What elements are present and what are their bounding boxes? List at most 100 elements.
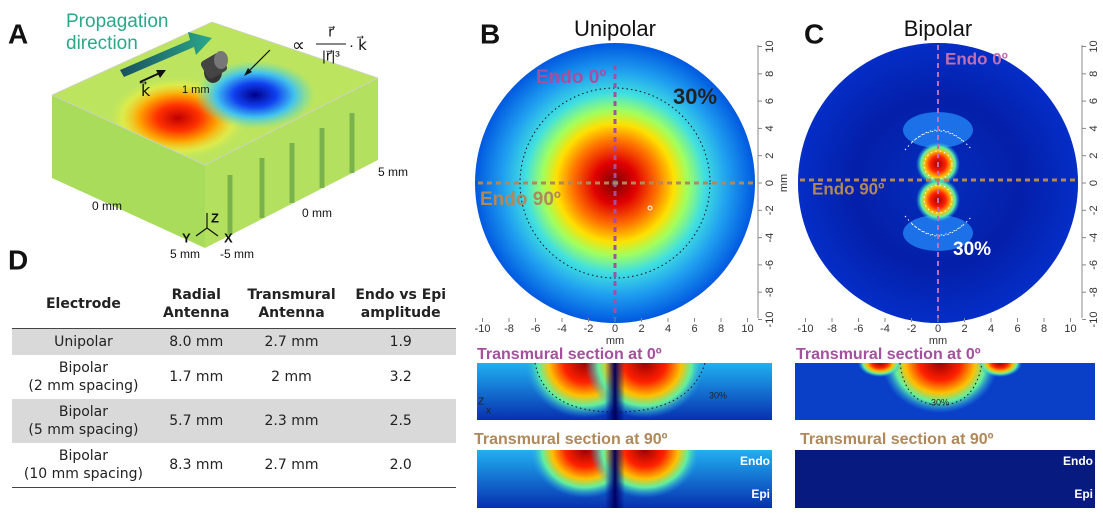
axis-label: 5 mm (378, 165, 408, 179)
x-tick-label: -8 (827, 323, 837, 335)
table-cell: Unipolar (12, 328, 155, 355)
y-tick-label: -8 (1088, 287, 1100, 297)
header-cell: Radial Antenna (154, 280, 238, 329)
table-body: Unipolar 8.0 mm 2.7 mm 1.9 Bipolar (2 mm spa… (12, 328, 456, 488)
table-cell: Bipolar (5 mm spacing) (12, 399, 155, 443)
y-tick-label: 10 (1088, 40, 1100, 52)
y-tick-label: 4 (1088, 125, 1100, 131)
table-cell: Bipolar (10 mm spacing) (12, 443, 155, 488)
x-tick-label: 8 (718, 323, 724, 335)
section-title: Transmural section at 90º (474, 431, 668, 448)
y-tick-label: 0 (764, 180, 776, 186)
y-tick-label: 8 (1088, 71, 1100, 77)
table-cell: 2.3 mm (237, 399, 346, 443)
y-tick-label: -2 (764, 205, 776, 215)
y-axis-unit: mm (1102, 174, 1103, 192)
y-tick-label: -6 (764, 260, 776, 270)
table-cell: 1.7 mm (169, 369, 224, 385)
wave-vector: k⃗ (139, 80, 151, 100)
layer-label: Endo (1063, 454, 1093, 468)
y-tick-label: 2 (1088, 153, 1100, 159)
panel-label: B (480, 18, 500, 49)
axis-label: x (486, 406, 491, 417)
table-row: Bipolar (2 mm spacing) 1.7 mm 2 mm 3.2 (12, 355, 456, 399)
table-row: Bipolar (5 mm spacing) 5.7 mm 2.3 mm 2.5 (12, 399, 456, 443)
contour-label: 30% (931, 397, 949, 407)
section-title: Transmural section at 90º (800, 431, 994, 448)
x-tick-label: 6 (691, 323, 697, 335)
x-tick-label: 10 (1064, 323, 1076, 335)
tissue-block (51, 21, 380, 248)
x-tick-label: -4 (557, 323, 567, 335)
formula-den: |r⃗|³ (322, 48, 340, 64)
table-cell: 2.0 (345, 443, 456, 488)
panel-title: Unipolar (574, 16, 656, 41)
header-row: Electrode Radial Antenna Transmural Antenn… (12, 280, 456, 329)
table-cell: 8.3 mm (154, 443, 238, 488)
contour-label: 30% (673, 84, 717, 109)
y-tick-label: 6 (764, 98, 776, 104)
y-tick-label: 0 (1088, 180, 1100, 186)
table-cell: 5.7 mm (154, 399, 238, 443)
layer-label: Epi (751, 487, 770, 501)
axis-label: X (224, 230, 233, 245)
x-tick-label: 6 (1014, 323, 1020, 335)
table-cell: Bipolar (2 mm spacing) (28, 360, 139, 394)
x-tick-label: 4 (988, 323, 994, 335)
x-tick-label: -2 (907, 323, 917, 335)
x-tick-label: -6 (531, 323, 541, 335)
results-table: Electrode Radial Antenna Transmural Antenn… (12, 280, 456, 488)
y-tick-label: -10 (764, 312, 776, 328)
axis-label: Z (211, 210, 219, 225)
axis-label: 0 mm (92, 199, 122, 213)
x-axis-unit: mm (929, 335, 947, 347)
x-tick-label: 4 (665, 323, 671, 335)
y-tick-label: -2 (1088, 205, 1100, 215)
y-tick-label: 4 (764, 125, 776, 131)
table-cell: 1.9 (345, 328, 456, 355)
header-cell: Electrode (12, 280, 155, 329)
x-axis-unit: mm (606, 335, 624, 347)
direction-label: Endo 0º (536, 67, 606, 88)
propagation-text: Propagation (66, 11, 168, 32)
y-tick-label: -10 (1088, 312, 1100, 328)
table-cell: 2 mm (271, 369, 312, 385)
x-tick-label: 8 (1041, 323, 1047, 335)
x-tick-label: 0 (935, 323, 941, 335)
x-tick-label: 0 (612, 323, 618, 335)
panel-label: D (8, 244, 28, 275)
table-cell: 8.0 mm (154, 328, 238, 355)
table-cell: 3.2 (389, 369, 412, 385)
direction-label: Endo 0º (945, 49, 1008, 68)
layer-label: Endo (740, 454, 770, 468)
direction-label: Endo 90º (812, 179, 884, 198)
y-tick-label: 2 (764, 153, 776, 159)
section-title: Transmural section at 0º (796, 346, 981, 363)
y-axis-unit: mm (778, 174, 790, 192)
bipolar-map (795, 43, 1095, 508)
y-tick-label: 8 (764, 71, 776, 77)
panel-title: Bipolar (904, 16, 972, 41)
panel-label: C (804, 18, 824, 49)
axis-label: Y (182, 230, 191, 245)
y-tick-label: -4 (1088, 233, 1100, 243)
x-tick-label: 2 (961, 323, 967, 335)
x-tick-label: -6 (854, 323, 864, 335)
layer-label: Epi (1074, 487, 1093, 501)
formula-prop: ∝ (292, 35, 305, 55)
x-tick-label: -4 (880, 323, 890, 335)
x-tick-label: -10 (798, 323, 814, 335)
x-tick-label: -2 (584, 323, 594, 335)
axis-label: 5 mm (170, 247, 200, 261)
y-tick-label: -8 (764, 287, 776, 297)
x-tick-label: -10 (475, 323, 491, 335)
axis-label: 0 mm (302, 206, 332, 220)
table-row: Bipolar (10 mm spacing) 8.3 mm 2.7 mm 2.0 (12, 443, 456, 488)
formula-tail: · k⃗ (349, 35, 367, 54)
unipolar-map (475, 43, 772, 508)
y-tick-label: -4 (764, 233, 776, 243)
x-tick-label: 2 (638, 323, 644, 335)
direction-label: Endo 90º (480, 189, 561, 210)
